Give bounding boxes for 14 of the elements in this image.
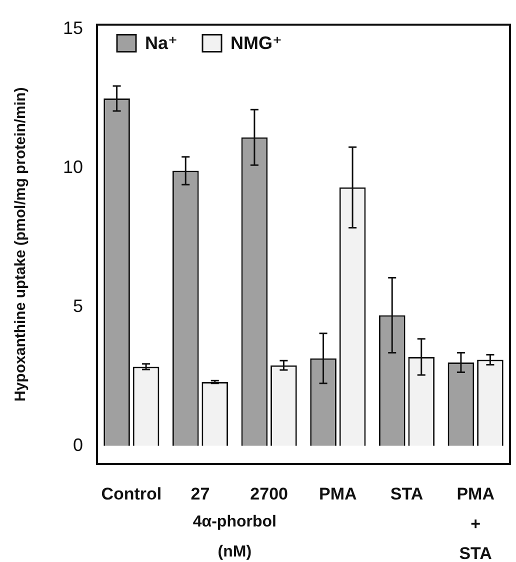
y-tick-label: 5	[72, 296, 83, 316]
x-tick-label: PMA	[319, 484, 357, 504]
legend-label: NMG⁺	[230, 32, 282, 53]
legend-label: Na⁺	[145, 32, 178, 53]
x-tick-label: Control	[101, 484, 162, 504]
y-tick-label: 15	[62, 18, 83, 38]
x-tick-label: 2700	[250, 484, 288, 504]
x-tick-label: PMA + STA	[456, 484, 494, 562]
x-tick-label: STA	[390, 484, 424, 504]
y-tick-label: 10	[62, 156, 83, 177]
y-axis-title: Hypoxanthine uptake (pmol/mg protein/min)	[12, 87, 30, 402]
x-tick-label: 27	[190, 484, 210, 504]
y-tick-label: 0	[72, 434, 83, 455]
text: 4α-phorbol (nM)	[192, 513, 276, 560]
